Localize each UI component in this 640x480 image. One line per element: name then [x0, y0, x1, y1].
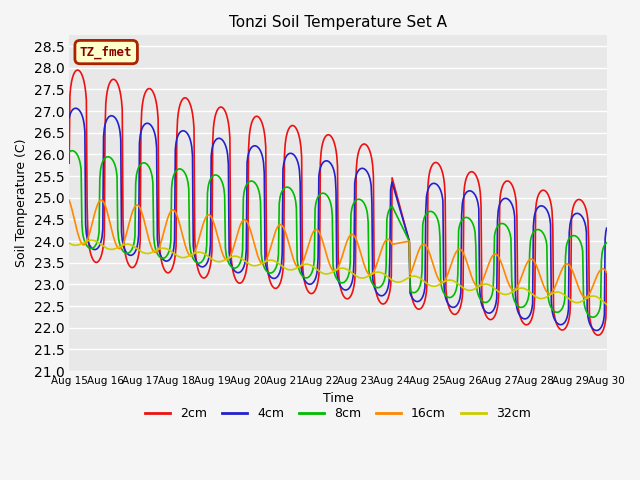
16cm — [420, 241, 428, 247]
32cm — [214, 259, 222, 264]
16cm — [404, 239, 412, 244]
Line: 8cm: 8cm — [69, 151, 607, 317]
4cm — [214, 135, 222, 141]
2cm — [74, 67, 81, 73]
8cm — [214, 173, 222, 179]
4cm — [603, 225, 611, 231]
Line: 4cm: 4cm — [69, 108, 607, 330]
16cm — [214, 235, 222, 240]
4cm — [186, 135, 193, 141]
8cm — [186, 239, 193, 245]
Legend: 2cm, 4cm, 8cm, 16cm, 32cm: 2cm, 4cm, 8cm, 16cm, 32cm — [140, 402, 536, 425]
32cm — [404, 275, 412, 281]
32cm — [75, 242, 83, 248]
Line: 2cm: 2cm — [69, 70, 607, 335]
32cm — [603, 301, 611, 307]
Title: Tonzi Soil Temperature Set A: Tonzi Soil Temperature Set A — [229, 15, 447, 30]
2cm — [420, 301, 428, 307]
2cm — [603, 269, 611, 275]
32cm — [65, 240, 73, 246]
8cm — [404, 235, 412, 241]
4cm — [131, 249, 139, 255]
16cm — [582, 295, 589, 300]
4cm — [420, 292, 428, 298]
Y-axis label: Soil Temperature (C): Soil Temperature (C) — [15, 139, 28, 267]
32cm — [131, 244, 139, 250]
16cm — [97, 197, 105, 203]
16cm — [186, 252, 193, 258]
16cm — [131, 204, 139, 209]
4cm — [76, 108, 83, 114]
2cm — [404, 233, 412, 239]
8cm — [76, 158, 83, 164]
2cm — [186, 100, 193, 106]
8cm — [131, 234, 139, 240]
2cm — [214, 106, 222, 112]
X-axis label: Time: Time — [323, 392, 353, 405]
32cm — [186, 253, 193, 259]
16cm — [603, 269, 611, 275]
4cm — [65, 115, 73, 120]
4cm — [72, 106, 80, 111]
8cm — [603, 240, 611, 246]
Line: 16cm: 16cm — [69, 200, 607, 298]
8cm — [420, 217, 428, 223]
2cm — [65, 160, 73, 166]
8cm — [589, 314, 597, 320]
Line: 32cm: 32cm — [69, 240, 607, 304]
32cm — [420, 278, 428, 284]
4cm — [592, 327, 600, 333]
Text: TZ_fmet: TZ_fmet — [80, 46, 132, 59]
16cm — [65, 197, 73, 203]
32cm — [88, 237, 95, 243]
2cm — [131, 263, 139, 269]
4cm — [404, 233, 412, 239]
8cm — [68, 148, 76, 154]
2cm — [76, 68, 83, 74]
16cm — [75, 234, 83, 240]
2cm — [595, 332, 602, 338]
8cm — [65, 149, 73, 155]
